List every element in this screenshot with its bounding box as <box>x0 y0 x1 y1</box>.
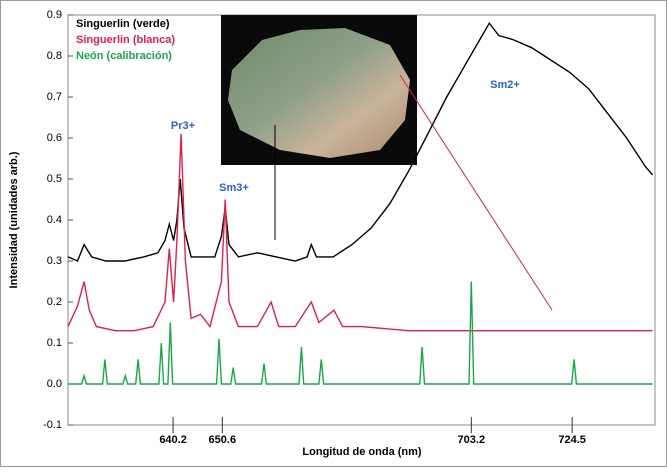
y-tick-label: 0.3 <box>47 255 62 267</box>
x-tick-label: 640.2 <box>159 434 187 446</box>
annotation: Pr3+ <box>171 120 195 132</box>
legend-entry: Neón (calibración) <box>76 50 172 62</box>
chart: Intensidad (unidades arb.) Longitud de o… <box>0 0 667 467</box>
annotation: Sm2+ <box>490 79 520 91</box>
y-tick-label: 0.4 <box>47 214 62 226</box>
y-tick-label: 0.5 <box>47 173 62 185</box>
y-tick-label: 0.2 <box>47 296 62 308</box>
y-tick-label: 0.9 <box>47 9 62 21</box>
y-tick-label: 0.6 <box>47 132 62 144</box>
y-tick-label: -0.1 <box>43 419 62 431</box>
x-axis-label: Longitud de onda (nm) <box>302 446 421 458</box>
y-tick-label: 0.1 <box>47 337 62 349</box>
x-tick-label: 703.2 <box>458 434 486 446</box>
y-axis-label: Intensidad (unidades arb.) <box>8 151 20 288</box>
legend-entry: Singuerlin (verde) <box>76 18 170 30</box>
y-tick-label: 0.7 <box>47 91 62 103</box>
y-tick-label: 0.8 <box>47 50 62 62</box>
x-tick-label: 650.6 <box>209 434 237 446</box>
inset-photo <box>221 15 417 165</box>
annotation: Sm3+ <box>219 182 249 194</box>
x-tick-label: 724.5 <box>558 434 586 446</box>
y-tick-label: 0.0 <box>47 378 62 390</box>
legend-entry: Singuerlin (blanca) <box>76 34 175 46</box>
